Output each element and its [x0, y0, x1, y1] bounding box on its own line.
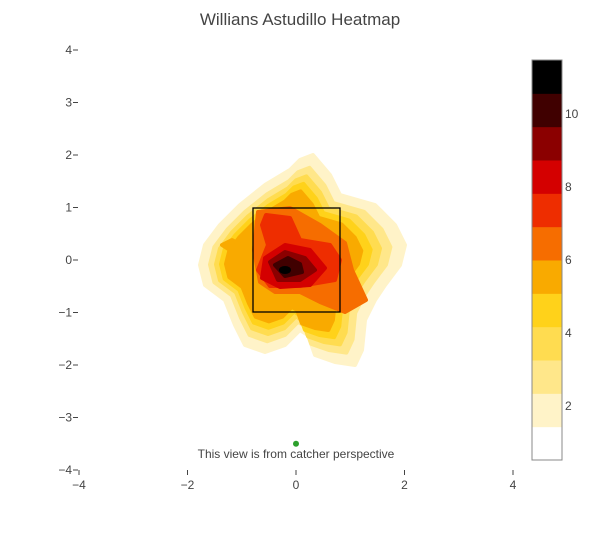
x-axis: −4 −2 0 2 4 — [72, 470, 517, 492]
y-tick-label: −1 — [58, 306, 72, 320]
colorbar-band — [532, 93, 562, 128]
contour-level-5-blob — [220, 238, 245, 254]
x-tick-label: 2 — [401, 478, 408, 492]
colorbar-tick-label: 2 — [565, 399, 572, 413]
colorbar-band — [532, 360, 562, 394]
y-tick-label: 3 — [65, 96, 72, 110]
colorbar-tick-label: 4 — [565, 326, 572, 340]
colorbar-band — [532, 426, 562, 461]
colorbar: 2 4 6 8 10 — [531, 59, 579, 461]
x-tick-label: −4 — [72, 478, 86, 492]
colorbar-outline — [531, 59, 563, 461]
y-tick-label: −4 — [58, 463, 72, 477]
colorbar-band — [532, 393, 562, 428]
annotation: This view is from catcher perspective — [198, 447, 395, 461]
strike-zone — [252, 207, 341, 313]
contour-layer — [198, 153, 407, 367]
y-tick-label: −2 — [58, 358, 72, 372]
colorbar-band — [532, 326, 562, 361]
y-tick-label: 0 — [65, 253, 72, 267]
contour-level-11 — [279, 266, 291, 274]
colorbar-tick-label: 8 — [565, 180, 572, 194]
colorbar-band — [532, 126, 562, 161]
colorbar-band — [532, 160, 562, 194]
colorbar-tick-label: 6 — [565, 253, 572, 267]
x-tick-label: −2 — [181, 478, 195, 492]
colorbar-band — [532, 60, 562, 94]
colorbar-band — [532, 293, 562, 328]
colorbar-band — [532, 260, 562, 294]
y-axis: 4 3 2 1 0 −1 −2 −3 −4 — [58, 43, 78, 477]
marker-point — [293, 440, 299, 447]
y-tick-label: −3 — [58, 411, 72, 425]
y-tick-label: 1 — [65, 201, 72, 215]
y-tick-label: 2 — [65, 148, 72, 162]
y-tick-label: 4 — [65, 43, 72, 57]
x-tick-label: 4 — [510, 478, 517, 492]
colorbar-tick-label: 10 — [565, 107, 579, 121]
x-tick-label: 0 — [293, 478, 300, 492]
chart-title: Willians Astudillo Heatmap — [200, 10, 400, 29]
colorbar-band — [532, 226, 562, 261]
colorbar-band — [532, 193, 562, 228]
